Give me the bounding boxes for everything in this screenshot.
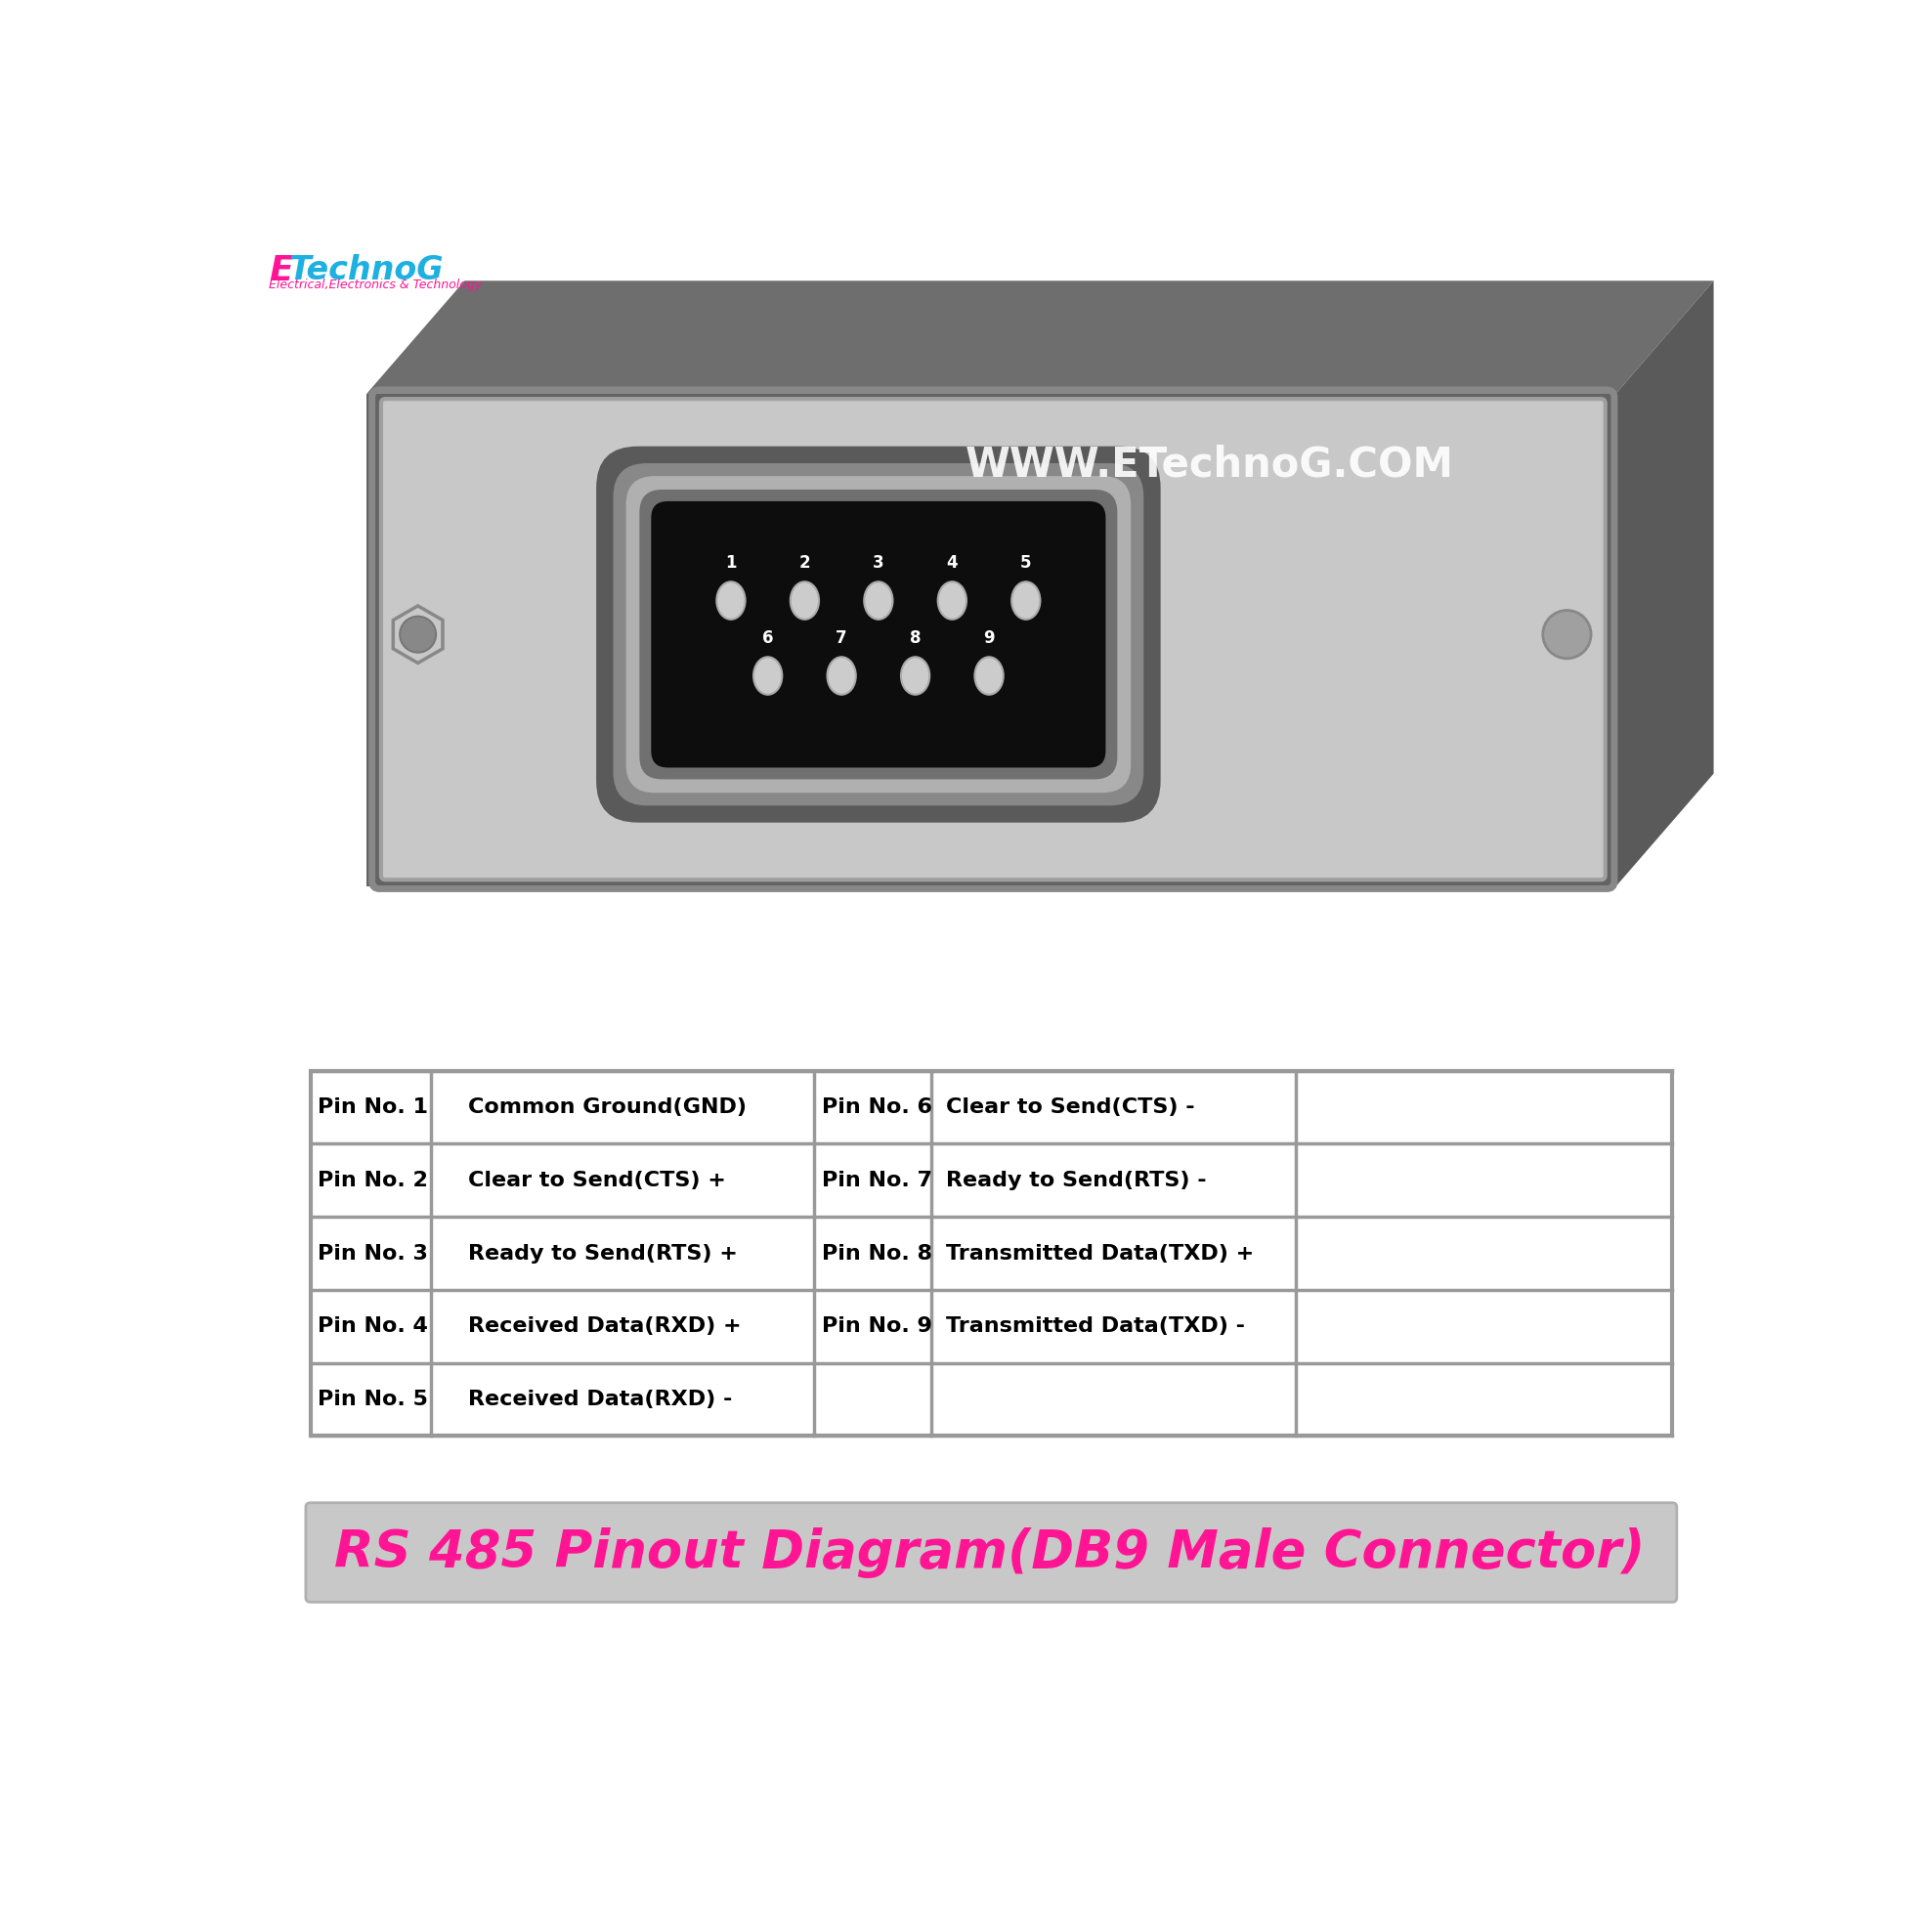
FancyBboxPatch shape [639, 489, 1117, 779]
Text: Electrical,Electronics & Technology: Electrical,Electronics & Technology [269, 278, 483, 292]
Text: 8: 8 [910, 630, 922, 647]
Text: Clear to Send(CTS) +: Clear to Send(CTS) + [468, 1171, 726, 1190]
Ellipse shape [790, 582, 819, 620]
Text: TechnoG: TechnoG [288, 255, 444, 286]
Ellipse shape [1012, 582, 1039, 620]
Text: 9: 9 [983, 630, 995, 647]
Text: Ready to Send(RTS) +: Ready to Send(RTS) + [468, 1244, 738, 1264]
Polygon shape [392, 607, 442, 663]
FancyBboxPatch shape [305, 1503, 1677, 1602]
Text: E: E [269, 255, 294, 288]
Polygon shape [367, 280, 1714, 394]
FancyBboxPatch shape [612, 464, 1144, 806]
Ellipse shape [937, 582, 966, 620]
Text: 3: 3 [873, 554, 885, 572]
FancyBboxPatch shape [651, 500, 1105, 767]
Text: Ready to Send(RTS) -: Ready to Send(RTS) - [947, 1171, 1208, 1190]
Text: Pin No. 4: Pin No. 4 [319, 1316, 429, 1337]
Circle shape [400, 616, 437, 653]
Text: Pin No. 3: Pin No. 3 [319, 1244, 429, 1264]
Text: Clear to Send(CTS) -: Clear to Send(CTS) - [947, 1097, 1196, 1117]
FancyBboxPatch shape [597, 446, 1161, 823]
Ellipse shape [864, 582, 893, 620]
Polygon shape [311, 1070, 1673, 1435]
Text: Transmitted Data(TXD) -: Transmitted Data(TXD) - [947, 1316, 1244, 1337]
Text: WWW.ETechnoG.COM: WWW.ETechnoG.COM [966, 444, 1453, 485]
Text: Pin No. 5: Pin No. 5 [319, 1389, 429, 1408]
Text: 2: 2 [800, 554, 810, 572]
Ellipse shape [753, 657, 782, 696]
Text: Pin No. 8: Pin No. 8 [821, 1244, 933, 1264]
Ellipse shape [717, 582, 746, 620]
Text: Transmitted Data(TXD) +: Transmitted Data(TXD) + [947, 1244, 1254, 1264]
Polygon shape [367, 394, 1615, 887]
Text: Pin No. 9: Pin No. 9 [821, 1316, 933, 1337]
Text: RS 485 Pinout Diagram(DB9 Male Connector): RS 485 Pinout Diagram(DB9 Male Connector… [334, 1526, 1646, 1578]
FancyBboxPatch shape [626, 475, 1130, 792]
Text: Pin No. 2: Pin No. 2 [319, 1171, 429, 1190]
Ellipse shape [827, 657, 856, 696]
Text: 7: 7 [837, 630, 848, 647]
Circle shape [1544, 611, 1590, 659]
FancyBboxPatch shape [381, 398, 1605, 879]
Text: 4: 4 [947, 554, 958, 572]
Text: 5: 5 [1020, 554, 1032, 572]
Ellipse shape [900, 657, 929, 696]
Polygon shape [1615, 280, 1714, 887]
Text: 6: 6 [763, 630, 773, 647]
Text: Pin No. 6: Pin No. 6 [821, 1097, 933, 1117]
Text: Pin No. 7: Pin No. 7 [821, 1171, 933, 1190]
Text: 1: 1 [724, 554, 736, 572]
Ellipse shape [976, 657, 1003, 696]
Text: Received Data(RXD) -: Received Data(RXD) - [468, 1389, 732, 1408]
Text: Pin No. 1: Pin No. 1 [319, 1097, 429, 1117]
Text: Common Ground(GND): Common Ground(GND) [468, 1097, 748, 1117]
Text: Received Data(RXD) +: Received Data(RXD) + [468, 1316, 742, 1337]
